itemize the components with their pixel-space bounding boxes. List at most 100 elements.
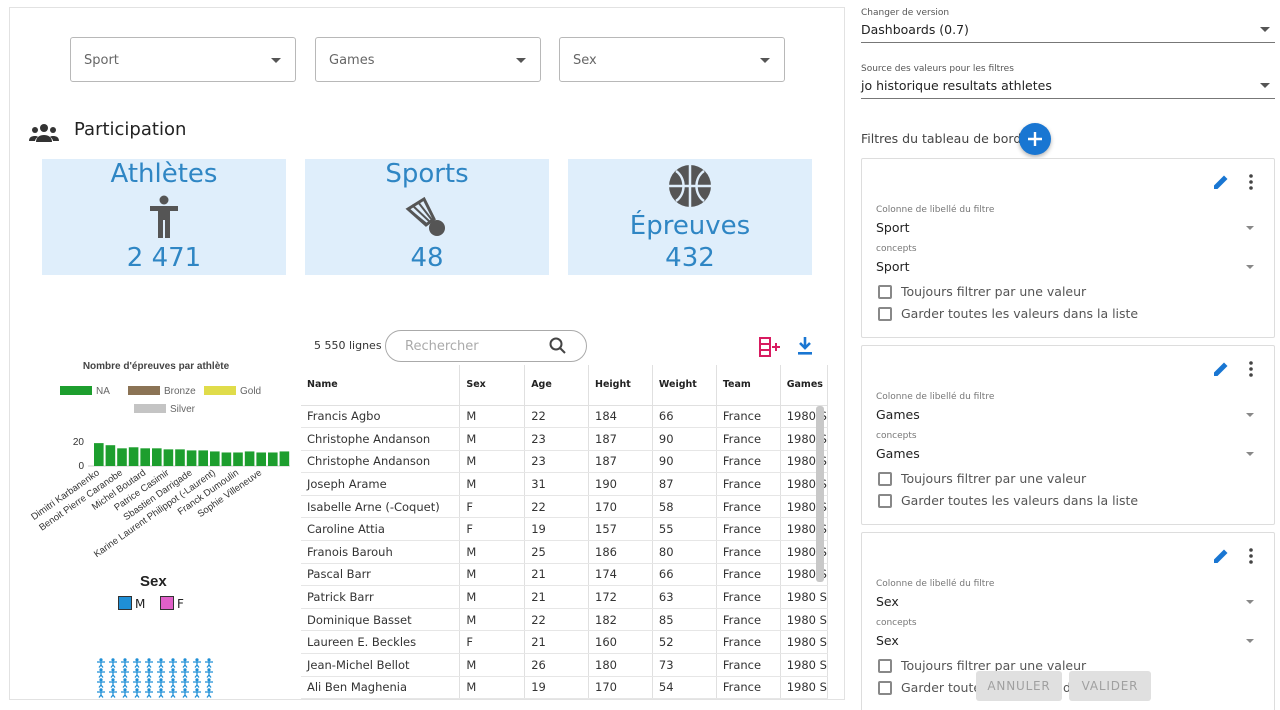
table-cell: France [716,472,781,496]
chart-bar [163,449,174,466]
column-select[interactable]: Games [876,407,920,422]
table-cell: Joseph Arame [301,472,461,496]
always-filter-checkbox[interactable]: Toujours filtrer par une valeur [878,284,1086,299]
checkbox-box[interactable] [878,307,892,321]
column-header[interactable]: Name [301,365,461,406]
table-row[interactable]: Christophe Andanson M 23 187 90 France 1980 S [301,450,828,474]
column-header[interactable]: Sex [459,365,526,406]
table-cell: 90 [652,427,717,451]
more-vert-icon[interactable] [1248,360,1254,378]
column-header[interactable]: Age [524,365,590,406]
caret-down-icon[interactable] [1260,27,1270,32]
column-header[interactable]: Games [780,365,828,406]
concepts-select[interactable]: Sex [876,633,899,648]
table-cell: 1980 S [780,585,828,609]
always-filter-checkbox[interactable]: Toujours filtrer par une valeur [878,658,1086,673]
checkbox-box[interactable] [878,285,892,299]
search-icon[interactable] [549,337,567,355]
edit-pencil-icon[interactable] [1212,547,1230,565]
table-cell: M [459,676,526,699]
caret-down-icon[interactable] [1246,452,1254,456]
table-cell: M [459,540,526,564]
checkbox-box[interactable] [878,659,892,673]
table-row[interactable]: Joseph Arame M 31 190 87 France 1980 S [301,472,828,496]
table-row[interactable]: Laureen E. Beckles F 21 160 52 France 1980 S [301,630,828,655]
search-input[interactable] [385,330,587,362]
source-select[interactable]: jo historique resultats athletes [861,78,1052,93]
caret-down-icon[interactable] [1246,226,1254,230]
always-filter-checkbox[interactable]: Toujours filtrer par une valeur [878,471,1086,486]
kpi-athletes: Athlètes 2 471 [42,159,286,275]
edit-pencil-icon[interactable] [1212,173,1230,191]
person-glyph [133,688,141,698]
person-glyph [145,658,153,668]
table-cell: France [716,540,781,564]
sport-filter-select[interactable]: Sport [70,37,296,82]
table-row[interactable]: Francis Agbo M 22 184 66 France 1980 S [301,405,828,429]
download-icon[interactable] [796,335,814,357]
sex-filter-select[interactable]: Sex [559,37,785,82]
table-cell: 90 [652,450,717,474]
table-cell: 1980 S [780,676,828,699]
kpi-label: Sports [385,159,469,189]
sex-legend-item-m: M [118,596,145,611]
person-glyph [169,668,177,678]
edit-pencil-icon[interactable] [1212,360,1230,378]
concepts-select[interactable]: Sport [876,259,910,274]
legend-label: NA [96,386,110,397]
checkbox-box[interactable] [878,472,892,486]
person-glyph [97,668,105,678]
person-glyph [205,678,213,688]
table-cell: 31 [524,472,590,496]
cancel-button[interactable]: ANNULER [976,671,1062,701]
validate-button[interactable]: VALIDER [1069,671,1151,701]
table-cell: F [459,495,526,519]
table-scrollbar[interactable] [816,406,824,582]
chart-bar [244,451,255,466]
caret-down-icon[interactable] [1246,639,1254,643]
table-row[interactable]: Patrick Barr M 21 172 63 France 1980 S [301,585,828,609]
keep-values-checkbox[interactable]: Garder toutes les valeurs dans la liste [878,493,1138,508]
table-row[interactable]: Franois Barouh M 25 186 80 France 1980 S [301,540,828,564]
table-row[interactable]: Caroline Attia F 19 157 55 France 1980 S [301,517,828,542]
column-select[interactable]: Sport [876,220,910,235]
more-vert-icon[interactable] [1248,173,1254,191]
table-cell: 23 [524,427,590,451]
column-header[interactable]: Team [716,365,781,406]
keep-values-checkbox[interactable]: Garder toutes les valeurs dans la liste [878,306,1138,321]
column-label: Colonne de libellé du filtre [876,392,995,402]
table-row[interactable]: Christophe Andanson M 23 187 90 France 1980 S [301,427,828,451]
chart-bar [117,448,127,466]
caret-down-icon[interactable] [1260,83,1270,88]
column-header[interactable]: Weight [652,365,717,406]
caret-down-icon[interactable] [1246,265,1254,269]
column-header[interactable]: Height [588,365,653,406]
checkbox-box[interactable] [878,681,892,695]
chart-bar [198,450,208,466]
games-filter-select[interactable]: Games [315,37,541,82]
kpi-epreuves: Épreuves 432 [568,159,812,275]
table-row[interactable]: Isabelle Arne (-Coquet) F 22 170 58 France 198… [301,495,828,519]
person-glyph [181,668,189,678]
chart-bar [279,451,290,466]
table-cell: Patrick Barr [301,585,461,609]
chart-bar [152,448,162,466]
concepts-select[interactable]: Games [876,446,920,461]
add-filter-button[interactable] [1019,123,1051,155]
add-column-icon[interactable] [758,336,782,358]
kpi-value: 2 471 [126,243,202,273]
legend-swatch [160,596,174,610]
more-vert-icon[interactable] [1248,547,1254,565]
column-select[interactable]: Sex [876,594,899,609]
table-row[interactable]: Pascal Barr M 21 174 66 France 1980 S [301,563,828,587]
table-row[interactable]: Jean-Michel Bellot M 26 180 73 France 1980 S [301,653,828,677]
caret-down-icon[interactable] [1246,413,1254,417]
kpi-label: Épreuves [629,211,751,241]
table-row[interactable]: Ali Ben Maghenia M 19 170 54 France 1980 S [301,676,828,699]
table-cell: France [716,676,781,699]
table-row[interactable]: Dominique Basset M 22 182 85 France 1980 S [301,608,828,632]
caret-down-icon[interactable] [1246,600,1254,604]
version-select[interactable]: Dashboards (0.7) [861,22,969,37]
checkbox-box[interactable] [878,494,892,508]
person-glyph [97,658,105,668]
